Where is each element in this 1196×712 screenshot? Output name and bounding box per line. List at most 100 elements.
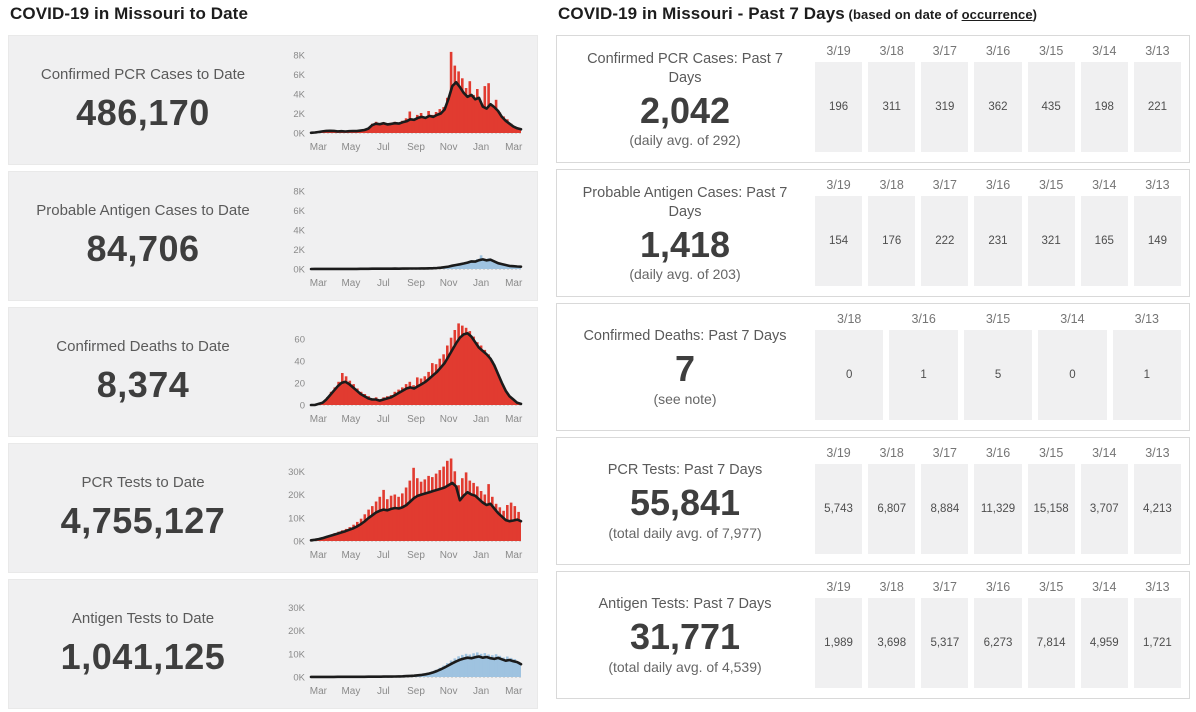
daily-value-cell[interactable]: 11,329 [974, 464, 1022, 554]
date-label: 3/19 [826, 178, 851, 192]
daily-bar [326, 397, 329, 405]
daily-bar [513, 266, 517, 269]
daily-bar [498, 112, 502, 133]
daily-value-cell[interactable]: 196 [815, 62, 863, 152]
daily-value-cell[interactable]: 1 [889, 330, 958, 420]
daily-bar [434, 473, 438, 541]
daily-column: 3/19 154 [815, 175, 863, 286]
date-label: 3/19 [826, 446, 851, 460]
daily-value-cell[interactable]: 6,273 [974, 598, 1022, 688]
x-axis-tick: Jul [377, 686, 390, 697]
daily-value-cell[interactable]: 311 [868, 62, 916, 152]
daily-value-cell[interactable]: 435 [1027, 62, 1075, 152]
daily-bar [367, 127, 370, 133]
daily-bar [472, 653, 475, 677]
daily-value-cell[interactable]: 15,158 [1027, 464, 1075, 554]
daily-value-cell[interactable]: 3,698 [868, 598, 916, 688]
date-label: 3/15 [1038, 178, 1064, 192]
summary-panel-label: Confirmed Deaths to Date [56, 338, 230, 355]
daily-value-cell[interactable]: 0 [1038, 330, 1107, 420]
trend-sparkline-chart[interactable]: 0K 2K 4K 6K 8K Mar May Jul Sep Nov Jan Mar [277, 39, 529, 161]
daily-column: 3/19 196 [815, 41, 863, 152]
daily-column: 3/15 435 [1027, 41, 1075, 152]
date-label: 3/16 [985, 44, 1011, 58]
daily-value-cell[interactable]: 1,721 [1133, 598, 1181, 688]
daily-bar [498, 655, 502, 677]
y-axis-tick: 0K [293, 537, 305, 548]
daily-bar [412, 118, 415, 133]
daily-value-cell[interactable]: 222 [921, 196, 969, 286]
date-label: 3/15 [1038, 44, 1064, 58]
avg-line [309, 80, 523, 135]
daily-value-cell[interactable]: 1 [1112, 330, 1182, 420]
daily-bar [453, 658, 457, 677]
daily-value-cell[interactable]: 5,317 [921, 598, 969, 688]
summary-panel: Probable Antigen Cases to Date 84,706 0K… [8, 171, 538, 301]
occurrence-link[interactable]: occurrence [961, 7, 1033, 22]
x-axis-tick: Jul [377, 278, 390, 289]
daily-value-cell[interactable]: 154 [815, 196, 863, 286]
weekly-panel-label: Probable Antigen Cases: Past 7 Days [582, 184, 788, 221]
daily-value-cell[interactable]: 176 [868, 196, 916, 286]
date-label: 3/14 [1092, 446, 1117, 460]
trend-sparkline-chart[interactable]: 0K 2K 4K 6K 8K Mar May Jul Sep Nov Jan Mar [277, 175, 529, 297]
daily-value-cell[interactable]: 3,707 [1080, 464, 1128, 554]
past-7-days-panels: Confirmed PCR Cases: Past 7 Days 2,042 (… [556, 35, 1190, 699]
daily-bar [438, 667, 442, 677]
daily-value-cell[interactable]: 5 [963, 330, 1033, 420]
daily-bar [404, 118, 408, 133]
daily-bar [427, 371, 430, 405]
daily-bar [494, 654, 498, 677]
daily-bar [382, 122, 385, 134]
daily-value-cell[interactable]: 7,814 [1027, 598, 1075, 688]
daily-bar [329, 534, 333, 541]
daily-value-cell[interactable]: 231 [974, 196, 1022, 286]
daily-value-cell[interactable]: 149 [1133, 196, 1181, 286]
date-label: 3/14 [1092, 44, 1117, 58]
daily-column: 3/19 5,743 [815, 443, 863, 554]
daily-bar [491, 261, 494, 269]
summary-panel-text: PCR Tests to Date 4,755,127 [9, 474, 277, 542]
daily-value-cell[interactable]: 198 [1080, 62, 1128, 152]
daily-value-cell[interactable]: 5,743 [815, 464, 863, 554]
daily-bar [457, 71, 460, 133]
date-label: 3/15 [985, 312, 1011, 326]
daily-bar [468, 654, 472, 677]
daily-value-cell[interactable]: 319 [921, 62, 969, 152]
daily-value-cell[interactable]: 221 [1133, 62, 1181, 152]
daily-bar [461, 263, 464, 269]
trend-sparkline-chart[interactable]: 0 20 40 60 Mar May Jul Sep Nov Jan Mar [277, 311, 529, 433]
daily-bar [498, 378, 502, 405]
daily-value-cell[interactable]: 4,213 [1133, 464, 1181, 554]
daily-bar [378, 123, 382, 133]
y-axis-tick: 20K [288, 490, 306, 501]
x-axis-tick: Mar [505, 414, 523, 425]
x-axis-tick: Jul [377, 142, 390, 153]
daily-bar [472, 482, 475, 541]
trend-sparkline-chart[interactable]: 0K 10K 20K 30K Mar May Jul Sep Nov Jan Mar [277, 447, 529, 569]
daily-column: 3/14 198 [1080, 41, 1128, 152]
trend-sparkline-chart[interactable]: 0K 10K 20K 30K Mar May Jul Sep Nov Jan Mar [277, 583, 529, 705]
daily-bar [449, 660, 453, 677]
daily-value-cell[interactable]: 362 [974, 62, 1022, 152]
daily-bar [329, 391, 333, 405]
daily-value-cell[interactable]: 1,989 [815, 598, 863, 688]
daily-value-cell[interactable]: 8,884 [921, 464, 969, 554]
daily-column: 3/16 6,273 [974, 577, 1022, 688]
daily-column: 3/18 0 [815, 309, 884, 420]
date-label: 3/13 [1145, 44, 1170, 58]
daily-bar [502, 116, 505, 133]
daily-bar [457, 485, 460, 541]
daily-bar [393, 494, 397, 541]
daily-value-cell[interactable]: 6,807 [868, 464, 916, 554]
daily-bar [389, 122, 393, 133]
daily-value-cell[interactable]: 0 [815, 330, 884, 420]
summary-panel: Antigen Tests to Date 1,041,125 0K 10K 20K… [8, 579, 538, 709]
summary-panel-value: 486,170 [76, 92, 210, 133]
daily-value-cell[interactable]: 4,959 [1080, 598, 1128, 688]
x-axis-tick: Jul [377, 550, 390, 561]
daily-value-cell[interactable]: 321 [1027, 196, 1075, 286]
date-label: 3/14 [1060, 312, 1085, 326]
daily-value-cell[interactable]: 165 [1080, 196, 1128, 286]
summary-panel-text: Confirmed Deaths to Date 8,374 [9, 338, 277, 406]
